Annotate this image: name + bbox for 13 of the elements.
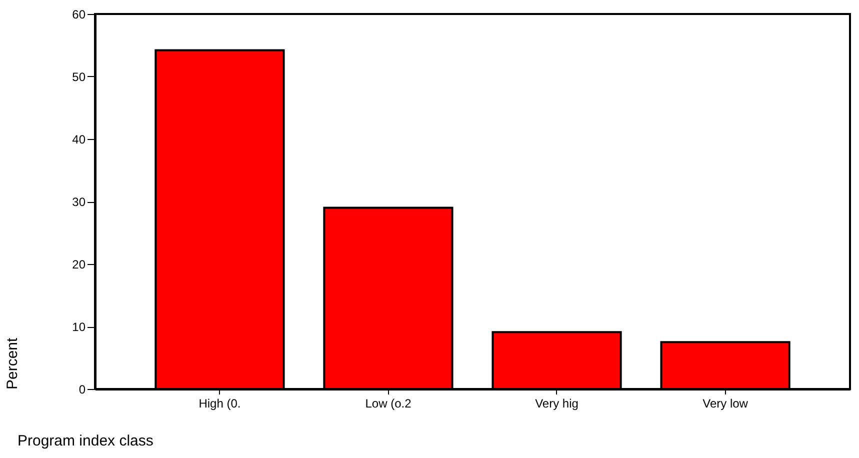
y-tick-label: 20 [72,258,86,272]
x-tick-label: High (0. [198,396,241,410]
x-tick-label: Very low [702,396,748,410]
x-tick-label: Low (o.2 [365,396,412,410]
y-tick-label: 40 [72,132,86,146]
y-tick-label: 10 [72,320,86,334]
y-tick-label: 50 [72,70,86,84]
x-axis-title: Program index class [18,432,154,450]
y-tick-label: 60 [72,8,86,22]
x-tick-label: Very hig [535,396,578,410]
y-axis-title: Percent [4,336,22,390]
y-tick-label: 0 [78,382,86,396]
y-tick-label: 30 [72,195,86,209]
